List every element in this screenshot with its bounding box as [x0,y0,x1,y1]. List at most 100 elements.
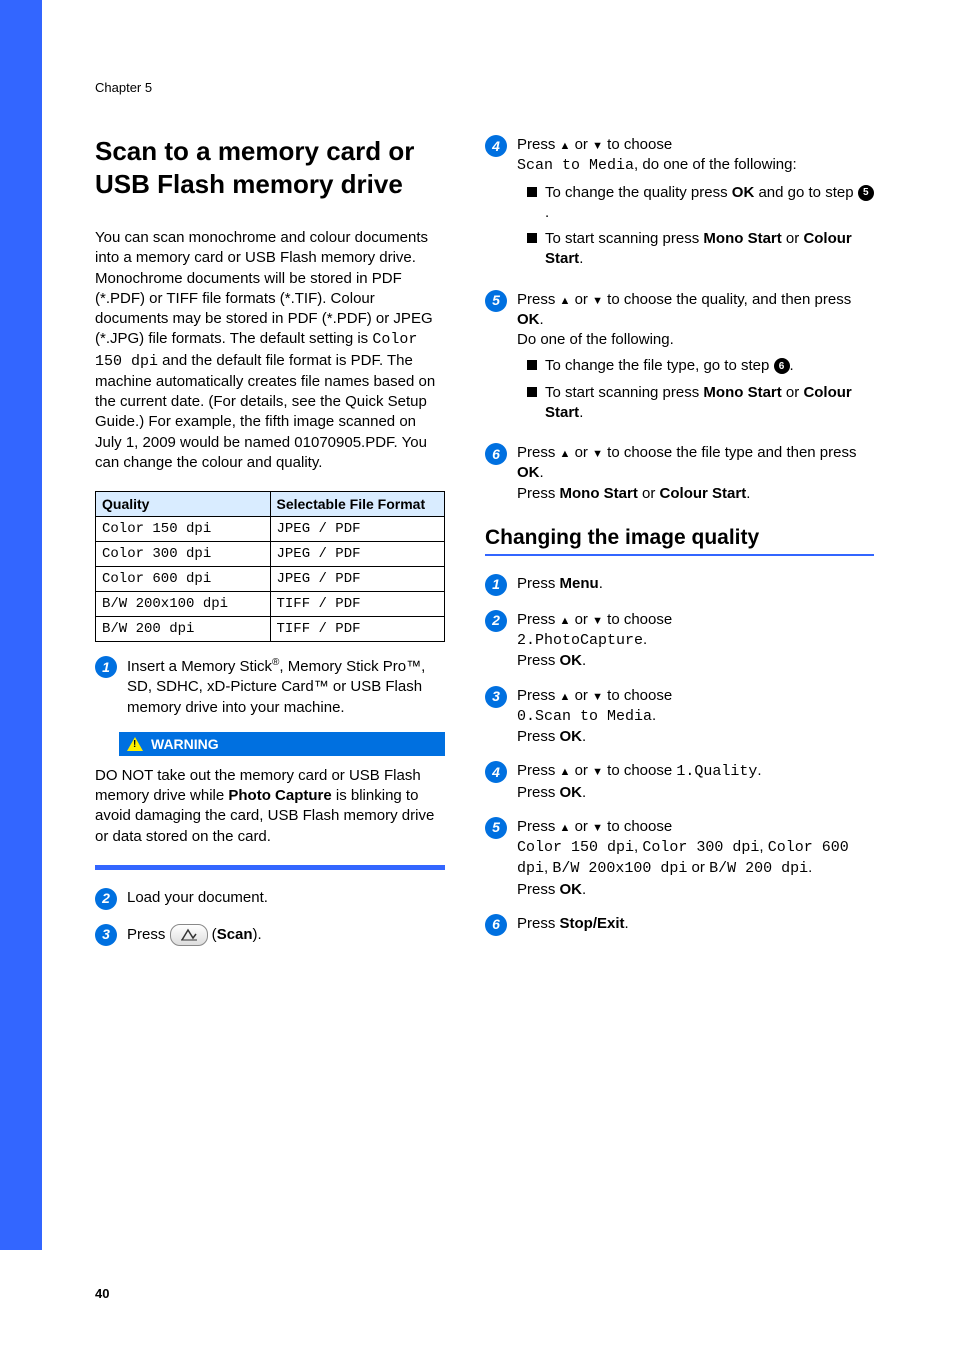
s5b2-or: or [782,384,804,401]
end2: . [582,881,586,898]
down-arrow-icon: ▼ [592,691,603,703]
step-body: Press (Scan). [127,924,445,946]
warning-text: DO NOT take out the memory card or USB F… [95,766,445,847]
down-arrow-icon: ▼ [592,448,603,460]
sec2-step-2: 2 Press ▲ or ▼ to choose 2.PhotoCapture.… [485,610,874,672]
table-cell: TIFF / PDF [270,617,445,642]
table-cell: Color 600 dpi [96,567,271,592]
pre: Press [517,818,560,835]
bullet-square-icon [527,360,537,370]
colour-start-label: Colour Start [660,485,747,502]
left-step-2: 2 Load your document. [95,888,445,910]
arrow-or: or [570,818,592,835]
step-number-icon: 5 [485,817,507,839]
mono-start-label: Mono Start [703,230,781,247]
th-format: Selectable File Format [270,492,445,517]
ok-label: OK [560,652,583,669]
end: . [643,631,647,648]
mono-text: 1.Quality [676,763,757,780]
bullet-square-icon [527,187,537,197]
s5-mid: to choose the quality, and then press [603,291,851,308]
s6-end: . [540,464,544,481]
arrow-or: or [570,136,592,153]
sec2-step-6: 6 Press Stop/Exit. [485,914,874,936]
blue-sidebar [0,0,42,1250]
s4-mono: Scan to Media [517,157,634,174]
end2: . [582,728,586,745]
quality-table: Quality Selectable File Format Color 150… [95,491,445,642]
up-arrow-icon: ▲ [560,448,571,460]
page-number: 40 [95,1286,109,1301]
warning-icon [127,737,143,751]
mono-start-label: Mono Start [703,384,781,401]
bullet-item: To start scanning press Mono Start or Co… [527,229,874,270]
s4-post: , do one of the following: [634,156,797,173]
b2-end: . [579,250,583,267]
s6-pre: Press [517,444,560,461]
chapter-label: Chapter 5 [95,80,874,95]
scan-label: Scan [217,926,253,943]
pre: Press [517,687,560,704]
press: Press [517,881,560,898]
b2-or: or [782,230,804,247]
blue-divider [95,865,445,870]
table-cell: Color 150 dpi [96,517,271,542]
step-body: Load your document. [127,888,445,910]
step-ref-icon: 5 [858,185,874,201]
step-body: Press ▲ or ▼ to choose 2.PhotoCapture. P… [517,610,874,672]
pre: Press [517,915,560,932]
step-body: Press ▲ or ▼ to choose the file type and… [517,443,874,504]
up-arrow-icon: ▲ [560,766,571,778]
pre: Press [517,611,560,628]
down-arrow-icon: ▼ [592,295,603,307]
sec2-step-4: 4 Press ▲ or ▼ to choose 1.Quality. Pres… [485,761,874,803]
q2: Color 300 dpi [642,839,759,856]
menu-label: Menu [560,575,599,592]
table-cell: B/W 200 dpi [96,617,271,642]
up-arrow-icon: ▲ [560,615,571,627]
s6-or: or [638,485,660,502]
press: Press [517,728,560,745]
intro-pre: You can scan monochrome and colour docum… [95,229,433,347]
down-arrow-icon: ▼ [592,766,603,778]
s5-follow: Do one of the following. [517,331,674,348]
table-cell: TIFF / PDF [270,592,445,617]
step-body: Press ▲ or ▼ to choose Color 150 dpi, Co… [517,817,874,900]
s3-post: ). [253,926,262,943]
q1: Color 150 dpi [517,839,634,856]
bullet-list: To change the file type, go to step 6. T… [527,356,874,423]
down-arrow-icon: ▼ [592,822,603,834]
arrow-or: or [570,291,592,308]
up-arrow-icon: ▲ [560,295,571,307]
warning-bold: Photo Capture [228,787,331,804]
arrow-or: or [570,687,592,704]
ok-label: OK [560,881,583,898]
bullet-item: To change the file type, go to step 6. [527,356,874,376]
mid: to choose [603,762,676,779]
mono-start-label: Mono Start [560,485,638,502]
b1-pre: To change the quality press [545,184,732,201]
bullet-item: To start scanning press Mono Start or Co… [527,383,874,424]
table-cell: JPEG / PDF [270,542,445,567]
step-body: Press ▲ or ▼ to choose 1.Quality. Press … [517,761,874,803]
step-ref-icon: 6 [774,358,790,374]
sec2-step-3: 3 Press ▲ or ▼ to choose 0.Scan to Media… [485,686,874,748]
or: or [687,859,709,876]
step-number-icon: 1 [95,656,117,678]
press: Press [517,652,560,669]
ok-label: OK [560,728,583,745]
stop-exit-label: Stop/Exit [560,915,625,932]
end: . [625,915,629,932]
warning-label: WARNING [151,736,219,752]
up-arrow-icon: ▲ [560,140,571,152]
table-cell: JPEG / PDF [270,567,445,592]
bullet-item: To change the quality press OK and go to… [527,183,874,224]
up-arrow-icon: ▲ [560,822,571,834]
step-number-icon: 4 [485,761,507,783]
mono-text: 0.Scan to Media [517,708,652,725]
table-cell: JPEG / PDF [270,517,445,542]
page-content: Chapter 5 Scan to a memory card or USB F… [0,0,954,960]
s5b2-pre: To start scanning press [545,384,703,401]
s6-mid: to choose the file type and then press [603,444,857,461]
b2-pre: To start scanning press [545,230,703,247]
